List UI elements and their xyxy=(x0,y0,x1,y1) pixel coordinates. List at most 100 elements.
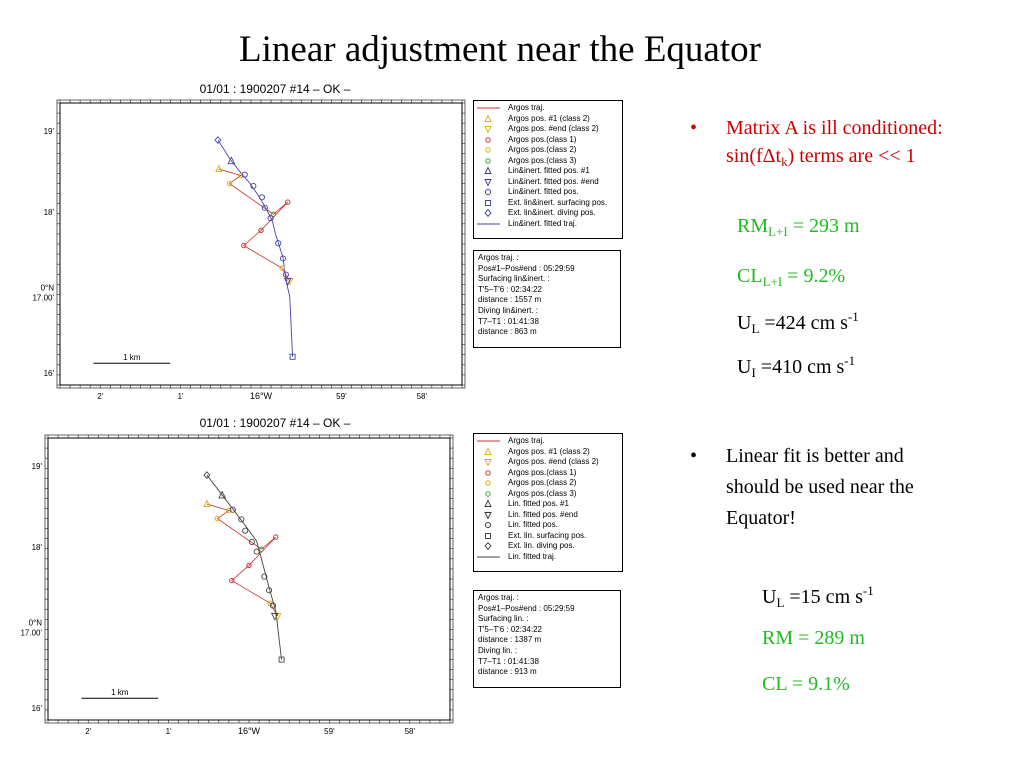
legend-marker xyxy=(484,446,492,455)
legend-symbol xyxy=(484,511,492,520)
fitted-trajectory xyxy=(206,474,282,660)
rm-li-value: RML+I = 293 m xyxy=(737,215,860,239)
info-line: Pos#1–Pos#end : 05:29:59 xyxy=(478,263,575,273)
legend-marker xyxy=(485,157,491,164)
fitted-point xyxy=(218,490,227,499)
info-line: Surfacing lin&inert. : xyxy=(478,274,550,284)
legend-label: Lin&inert. fitted traj. xyxy=(508,218,577,228)
legend-symbol xyxy=(485,157,491,164)
legend-item: Ext. lin. surfacing pos. xyxy=(474,531,622,542)
fitted-point xyxy=(253,548,260,555)
legend-symbol xyxy=(484,113,492,122)
legend-symbol xyxy=(477,556,500,557)
info-line: Pos#1–Pos#end : 05:29:59 xyxy=(478,603,575,613)
legend-label: Argos pos. #1 (class 2) xyxy=(508,113,590,123)
info-line: T7–T1 : 01:41:38 xyxy=(478,656,539,666)
fitted-point xyxy=(214,136,222,145)
fitted-point xyxy=(248,538,255,545)
fitted-point xyxy=(227,156,236,165)
info-line: distance : 1387 m xyxy=(478,635,542,645)
fitted-point xyxy=(203,471,211,480)
legend-marker xyxy=(484,188,492,196)
legend-item: Lin&inert. fitted traj. xyxy=(474,219,622,230)
slide-title: Linear adjustment near the Equator xyxy=(239,29,761,70)
legend-label: Argos pos.(class 3) xyxy=(508,155,577,165)
argos-point xyxy=(226,180,233,187)
legend-item: Lin&inert. fitted pos. #1 xyxy=(474,166,622,177)
legend-item: Lin&inert. fitted pos. xyxy=(474,187,622,198)
ul-value-2: UL =15 cm s-1 xyxy=(762,583,874,610)
x-tick-label: 16°W xyxy=(250,391,273,401)
legend-item: Lin. fitted pos. #end xyxy=(474,510,622,521)
legend-marker xyxy=(485,490,491,497)
y-tick-label: 18' xyxy=(32,543,43,552)
y-tick-label: 0°N xyxy=(29,618,43,627)
legend-symbol xyxy=(484,521,492,529)
argos-point xyxy=(203,499,211,508)
cl-value-2: CL = 9.1% xyxy=(762,673,850,695)
chart1-info-box: Argos traj. : Pos#1–Pos#end : 05:29:59 Sur… xyxy=(473,250,621,348)
info-line: distance : 1557 m xyxy=(478,295,542,305)
plot-frame xyxy=(59,102,463,386)
legend-label: Lin. fitted pos. xyxy=(508,520,558,529)
legend-symbol xyxy=(477,223,500,224)
chart2-title: 01/01 : 1900207 #14 – OK – xyxy=(199,416,351,430)
argos-point xyxy=(258,546,265,552)
legend-item: Lin. fitted traj. xyxy=(474,552,622,563)
bullet1-line1: Matrix A is ill conditioned: xyxy=(726,117,943,139)
bullet2-line2: should be used near the xyxy=(726,476,914,498)
fitted-point xyxy=(229,506,236,513)
cl-li-value: CLL+I = 9.2% xyxy=(737,265,846,289)
x-tick-label: 1' xyxy=(166,727,172,736)
argos-trajectory xyxy=(218,168,291,282)
legend-marker xyxy=(484,542,492,550)
legend-item: Lin. fitted pos. #1 xyxy=(474,499,622,510)
legend-item: Lin. fitted pos. xyxy=(474,520,622,531)
argos-point xyxy=(229,577,235,584)
fitted-point xyxy=(241,171,248,178)
x-tick-label: 59' xyxy=(324,727,335,736)
legend-symbol xyxy=(484,446,492,455)
legend-item: Argos traj. xyxy=(474,436,622,447)
fitted-point xyxy=(289,353,296,360)
argos-point xyxy=(238,172,244,179)
legend-item: Argos pos. #end (class 2) xyxy=(474,457,622,468)
legend-label: Argos pos. #end (class 2) xyxy=(508,124,599,133)
fitted-point xyxy=(242,527,249,534)
legend-marker xyxy=(485,532,491,539)
legend-symbol xyxy=(484,499,492,507)
bullet-linear-fit-better: • Linear fit is better and should be use… xyxy=(690,441,1020,534)
x-tick-label: 58' xyxy=(417,392,428,401)
chart2-info-box: Argos traj. : Pos#1–Pos#end : 05:29:59 Sur… xyxy=(473,590,621,688)
legend-marker xyxy=(485,199,491,206)
legend-label: Lin&inert. fitted pos. xyxy=(508,187,579,196)
info-line: Argos traj. : xyxy=(478,253,519,262)
legend-symbol xyxy=(484,209,492,217)
rm-value-2: RM = 289 m xyxy=(762,627,865,649)
legend-item: Argos pos. #1 (class 2) xyxy=(474,447,622,458)
argos-point xyxy=(215,164,223,173)
chart1-legend: Argos traj. Argos pos. #1 (class 2) Argos … xyxy=(473,100,623,239)
legend-label: Argos pos.(class 3) xyxy=(508,488,577,498)
chart2-plot: 2' 1' 16°W 59' 58' 19' 18' 0°N17.00' 16' 1 km xyxy=(20,434,454,736)
legend-symbol xyxy=(477,107,500,109)
legend-label: Argos pos. #end (class 2) xyxy=(508,457,599,466)
y-tick-label: 18' xyxy=(44,208,55,217)
legend-symbol xyxy=(484,459,492,467)
info-line: Argos traj. : xyxy=(478,593,519,602)
legend-symbol xyxy=(485,136,491,143)
legend-item: Lin&inert. fitted pos. #end xyxy=(474,177,622,188)
y-tick-label: 19' xyxy=(32,462,43,471)
fitted-point xyxy=(279,255,287,262)
legend-item: Argos pos.(class 3) xyxy=(474,489,622,500)
fitted-point xyxy=(282,271,289,278)
legend-symbol xyxy=(484,542,492,550)
legend-item: Argos pos. #end (class 2) xyxy=(474,124,622,135)
legend-label: Ext. lin&inert. surfacing pos. xyxy=(508,197,608,207)
legend-symbol xyxy=(485,480,491,486)
info-line: Diving lin&inert. : xyxy=(478,305,539,315)
legend-symbol xyxy=(484,188,492,196)
bullet2-line3: Equator! xyxy=(726,507,796,529)
legend-item: Argos pos.(class 3) xyxy=(474,156,622,167)
fitted-point xyxy=(250,182,257,190)
